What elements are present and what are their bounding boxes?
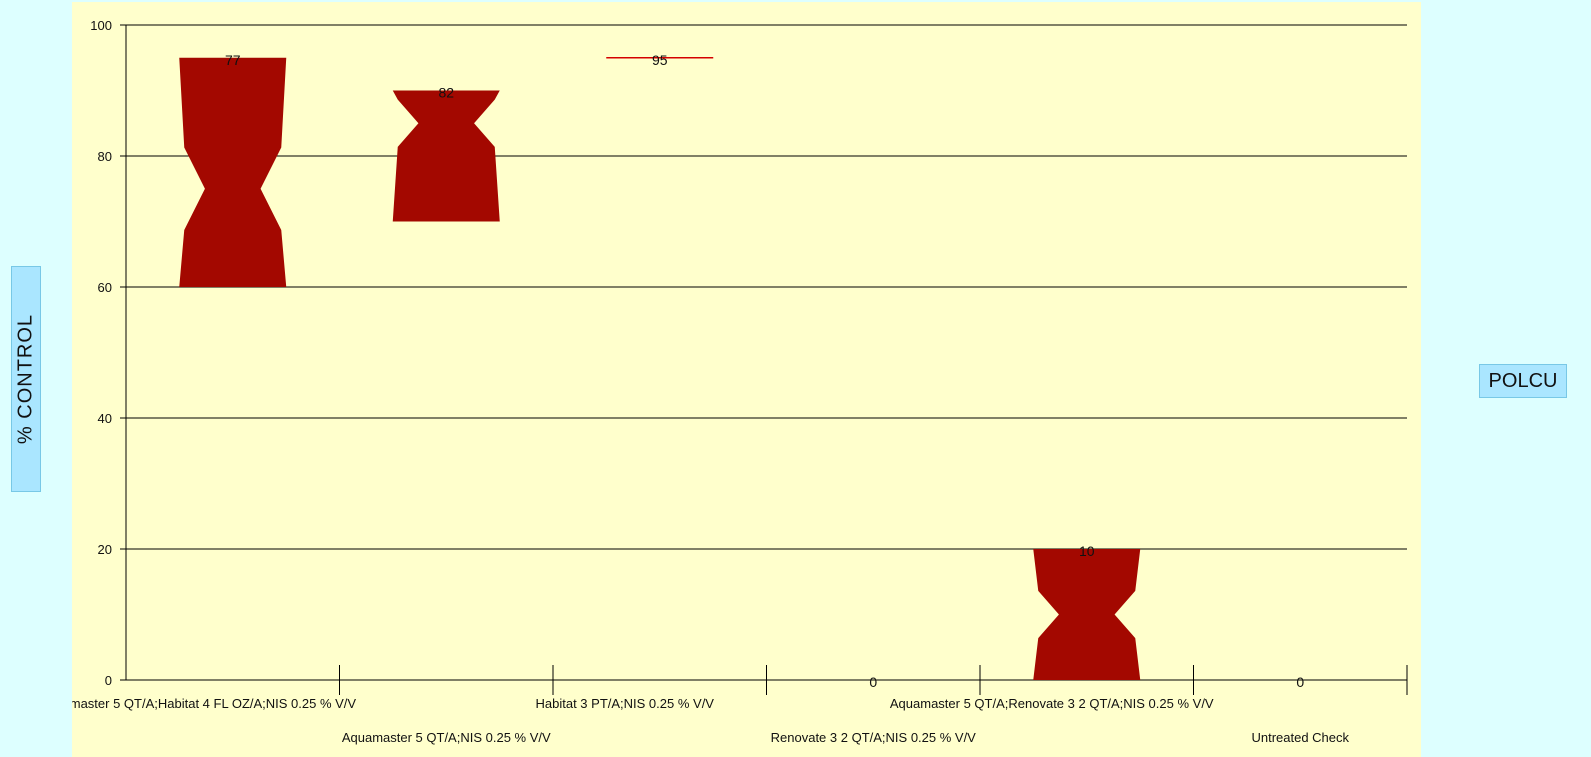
x-category-label: Aquamaster 5 QT/A;Habitat 4 FL OZ/A;NIS … [72, 696, 356, 711]
x-category-label: Aquamaster 5 QT/A;Renovate 3 2 QT/A;NIS … [890, 696, 1214, 711]
y-tick-label: 100 [90, 18, 112, 33]
x-category-label: Untreated Check [1251, 730, 1349, 745]
chart-svg: 0204060801007782950100Aquamaster 5 QT/A;… [72, 18, 1408, 745]
data-label: 0 [869, 674, 877, 690]
legend-label: POLCU [1479, 364, 1567, 398]
plot-area: 0204060801007782950100Aquamaster 5 QT/A;… [72, 2, 1421, 757]
data-label: 0 [1296, 674, 1304, 690]
y-tick-label: 80 [98, 149, 112, 164]
data-label: 95 [652, 52, 668, 68]
y-tick-label: 0 [105, 673, 112, 688]
bar [392, 90, 500, 222]
y-tick-label: 40 [98, 411, 112, 426]
bar [1033, 549, 1141, 680]
x-category-label: Habitat 3 PT/A;NIS 0.25 % V/V [536, 696, 715, 711]
x-category-label: Aquamaster 5 QT/A;NIS 0.25 % V/V [342, 730, 551, 745]
x-category-label: Renovate 3 2 QT/A;NIS 0.25 % V/V [771, 730, 977, 745]
y-axis-label-text: % CONTROL [14, 313, 37, 445]
y-tick-label: 20 [98, 542, 112, 557]
data-label: 82 [438, 85, 454, 101]
y-tick-label: 60 [98, 280, 112, 295]
data-label: 77 [225, 52, 241, 68]
data-label: 10 [1079, 543, 1095, 559]
bar [179, 57, 287, 287]
y-axis-label: % CONTROL [11, 266, 41, 492]
